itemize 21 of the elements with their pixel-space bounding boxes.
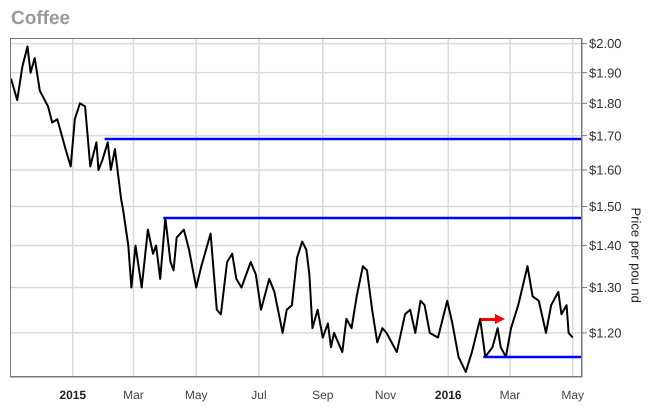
x-tick-label: Sep <box>312 388 334 402</box>
x-tick-label: 2015 <box>59 388 86 402</box>
x-tick-label: Nov <box>374 388 396 402</box>
y-tick-label: $1.90 <box>589 65 622 80</box>
y-tick-label: $1.70 <box>589 128 622 144</box>
y-tick-label: $1.60 <box>589 162 622 178</box>
y-tick-label: $1.40 <box>589 238 622 254</box>
x-tick-label: Mar <box>500 388 520 402</box>
chart-title: Coffee <box>11 8 70 30</box>
y-tick-label: $1.80 <box>589 96 622 111</box>
x-tick-label: May <box>561 388 584 402</box>
y-tick-label: $2.00 <box>589 36 622 52</box>
y-tick-label: $1.50 <box>589 199 622 214</box>
y-tick-label: $1.20 <box>589 325 622 340</box>
y-axis-title: Price per pou nd <box>628 208 644 303</box>
y-tick-label: $1.30 <box>589 280 622 296</box>
line-series <box>10 45 574 373</box>
x-tick-label: May <box>184 388 208 402</box>
x-tick-label: Jul <box>251 388 267 402</box>
x-tick-label: 2016 <box>434 388 462 402</box>
x-tick-label: Mar <box>123 388 144 402</box>
